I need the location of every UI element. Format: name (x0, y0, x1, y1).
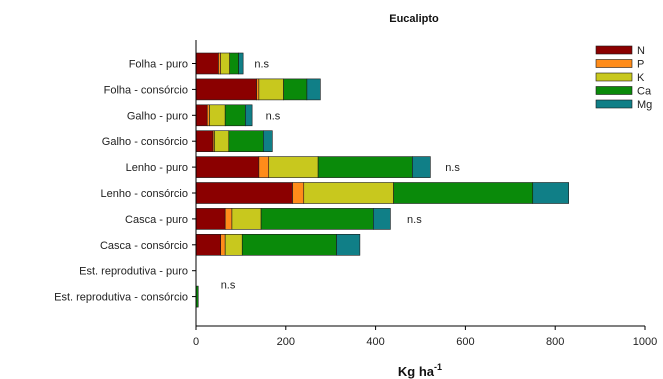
bar-galho-puro-ca (224, 104, 246, 127)
bar-folha-consorcio-ca (283, 78, 308, 101)
bar-galho-puro-p (206, 104, 210, 127)
bar-lenho-puro-mg (412, 156, 431, 178)
x-axis-label-text: Kg ha (398, 364, 435, 379)
x-tick-label: 200 (277, 336, 295, 348)
x-tick-label: 800 (546, 336, 564, 348)
annotation-ns: n.s (445, 162, 460, 174)
bar-lenho-consorcio-n (195, 182, 293, 204)
bar-casca-consorcio-k (224, 234, 243, 256)
legend-label-p: P (637, 59, 644, 71)
bar-folha-consorcio-p (256, 78, 260, 101)
category-label-est-reprodutiva-puro: Est. reprodutiva - puro (79, 266, 188, 278)
bar-folha-consorcio-n (195, 78, 257, 101)
bar-casca-puro-n (195, 208, 226, 230)
x-tick-label: 0 (193, 336, 199, 348)
bar-casca-consorcio-mg (336, 234, 361, 256)
legend-swatch-n (595, 45, 633, 55)
bar-lenho-consorcio-ca (393, 182, 534, 204)
bar-casca-puro-p (224, 208, 233, 230)
category-label-casca-puro: Casca - puro (125, 214, 188, 226)
bar-folha-puro-k (220, 52, 230, 75)
category-label-est-reprodutiva-consorcio: Est. reprodutiva - consórcio (54, 292, 188, 304)
annotation-ns: n.s (254, 59, 269, 71)
x-tick-label: 400 (366, 336, 384, 348)
bar-lenho-puro-ca (317, 156, 413, 178)
legend-label-mg: Mg (637, 99, 652, 111)
category-label-casca-consorcio: Casca - consórcio (100, 240, 188, 252)
bar-casca-puro-mg (373, 208, 391, 230)
x-axis-label: Kg ha-1 (398, 362, 442, 379)
annotations-layer: n.s n.s n.s n.s n.s (221, 59, 461, 292)
bar-folha-puro-p (218, 52, 221, 75)
legend-swatch-mg (595, 99, 633, 109)
category-label-folha-puro: Folha - puro (129, 59, 188, 71)
bar-folha-puro-ca (229, 52, 239, 75)
category-label-lenho-consorcio: Lenho - consórcio (101, 188, 188, 200)
x-tick-label: 600 (456, 336, 474, 348)
bar-folha-puro-n (195, 52, 219, 75)
bar-galho-consorcio-mg (263, 130, 273, 152)
bar-galho-puro-mg (245, 104, 253, 127)
bar-casca-puro-k (231, 208, 262, 230)
axes-layer: 0 200 400 600 800 1000 (192, 40, 657, 348)
category-label-galho-puro: Galho - puro (127, 110, 188, 122)
legend-label-n: N (637, 45, 645, 57)
bar-galho-puro-n (195, 104, 208, 127)
annotation-ns: n.s (221, 280, 236, 292)
bar-folha-consorcio-k (258, 78, 284, 101)
bar-casca-consorcio-p (220, 234, 226, 256)
bar-lenho-puro-p (258, 156, 270, 178)
bar-lenho-consorcio-mg (532, 182, 569, 204)
bar-lenho-consorcio-k (303, 182, 394, 204)
category-labels: Folha - puro Folha - consórcio Galho - pur… (54, 59, 188, 304)
legend-label-k: K (637, 72, 645, 84)
bars-layer (195, 52, 569, 308)
bar-lenho-puro-n (195, 156, 260, 178)
bar-galho-consorcio-k (214, 130, 230, 152)
x-tick-label: 1000 (633, 336, 657, 348)
bar-lenho-puro-k (268, 156, 319, 178)
bar-galho-consorcio-ca (228, 130, 264, 152)
chart-title: Eucalipto (389, 13, 439, 25)
bar-galho-consorcio-n (195, 130, 214, 152)
bar-folha-consorcio-mg (306, 78, 321, 101)
legend-swatch-ca (595, 86, 633, 95)
category-label-lenho-puro: Lenho - puro (126, 162, 188, 174)
category-label-galho-consorcio: Galho - consórcio (102, 136, 188, 148)
legend-label-ca: Ca (637, 86, 652, 98)
bar-casca-consorcio-ca (241, 234, 337, 256)
bar-lenho-consorcio-p (292, 182, 305, 204)
bar-casca-puro-ca (260, 208, 374, 230)
bar-galho-puro-k (209, 104, 226, 127)
x-axis-label-superscript: -1 (434, 362, 442, 372)
bar-folha-puro-mg (238, 52, 244, 75)
legend-swatch-k (595, 72, 633, 82)
annotation-ns: n.s (407, 214, 422, 226)
annotation-ns: n.s (266, 110, 281, 122)
bar-casca-consorcio-n (195, 234, 221, 256)
category-label-folha-consorcio: Folha - consórcio (104, 84, 188, 96)
legend-swatch-p (595, 59, 633, 68)
